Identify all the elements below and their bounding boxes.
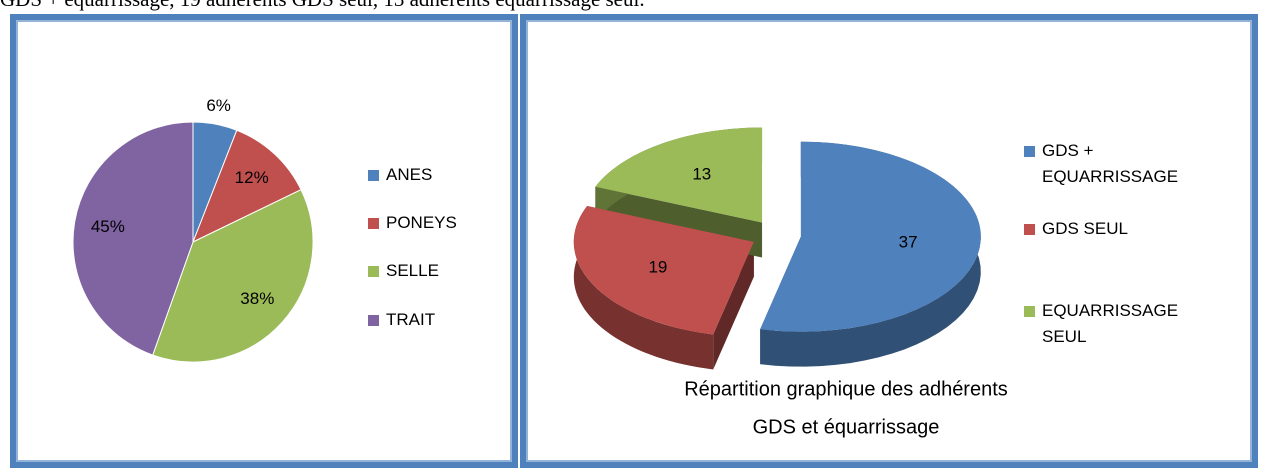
slice [595,127,763,223]
data-label: 13 [692,165,711,184]
legend-label: PONEYS [386,213,457,232]
legend-swatch [368,170,379,181]
slice [72,121,194,356]
legend-swatch [1024,146,1035,157]
legend-item: TRAIT [368,307,508,367]
legend-item: GDS SEUL [1024,216,1224,276]
slice-side [573,206,714,370]
legend-item: ANES [368,162,508,222]
legend-swatch [368,315,379,326]
data-label: 12% [235,168,269,187]
chart-panel: 6% 12% 38% 45% ANES PONEYS SELLE TRAIT [10,14,518,468]
legend-label: GDS + EQUARRISSAGE [1042,141,1179,186]
legend-label: TRAIT [386,310,436,329]
data-label: 37 [899,233,918,252]
data-label: 38% [240,289,274,308]
chart-title: GDS et équarrissage [753,416,940,438]
legend-label: EQUARRISSAGE SEUL [1042,301,1179,346]
legend-swatch [368,218,379,229]
legend-item: PONEYS [368,210,508,270]
legend-item: SELLE [368,258,508,318]
chart-title: Répartition graphique des adhérents [684,378,1008,400]
slice [192,129,302,244]
legend-label: SELLE [386,261,439,280]
legend-swatch [1024,306,1035,317]
data-label: 19 [648,258,667,277]
slice [152,189,314,363]
legend-item: GDS + EQUARRISSAGE [1024,138,1224,198]
chart: Répartition graphique des adhérents GDS … [573,127,1008,438]
legend-item: EQUARRISSAGE SEUL [1024,298,1224,358]
data-label: 6% [206,96,231,115]
slice [573,206,754,335]
header-text: GDS + équarrissage, 19 adhérents GDS seu… [0,0,645,12]
slice [760,141,981,332]
legend-swatch [1024,224,1035,235]
chart-panel: Répartition graphique des adhérents GDS … [520,14,1258,468]
chart: 6% 12% 38% 45% [72,96,314,363]
legend-label: GDS SEUL [1042,219,1128,238]
legend-label: ANES [386,165,433,184]
legend-swatch [368,266,379,277]
data-label: 45% [91,217,125,236]
